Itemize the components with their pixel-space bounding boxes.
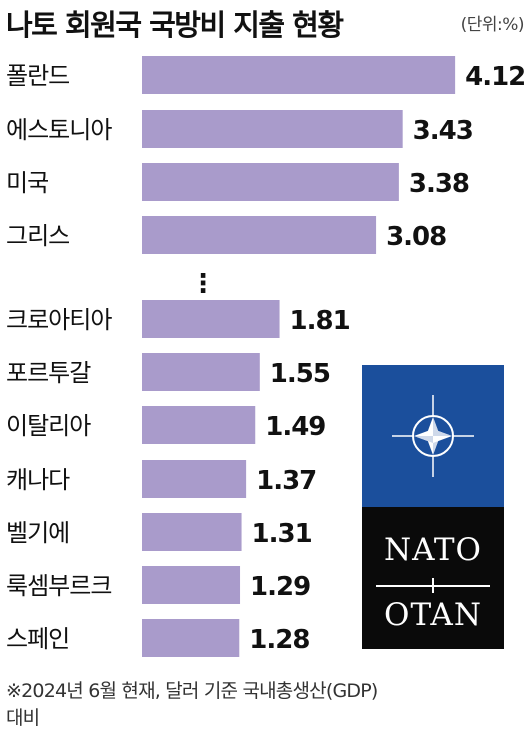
- unit-label: (단위:%): [460, 15, 525, 35]
- value-label: 1.55: [270, 359, 330, 389]
- footnote-line-1: ※2024년 6월 현재, 달러 기준 국내총생산(GDP): [6, 680, 378, 702]
- bar: [142, 163, 399, 201]
- value-label: 3.08: [386, 222, 446, 252]
- category-label: 폴란드: [6, 62, 69, 90]
- value-label: 1.49: [265, 412, 325, 442]
- category-label: 스페인: [6, 625, 69, 653]
- bar: [142, 619, 240, 657]
- value-label: 3.38: [409, 169, 469, 199]
- value-label: 1.31: [252, 519, 312, 549]
- footnote-line-2: 대비: [6, 707, 40, 729]
- bar: [142, 110, 403, 148]
- category-label: 미국: [6, 169, 48, 197]
- nato-logo: NATO OTAN: [362, 365, 504, 649]
- value-label: 3.43: [413, 116, 473, 146]
- category-label: 캐나다: [6, 466, 70, 494]
- bar: [142, 353, 260, 391]
- logo-divider-tick: [432, 578, 434, 593]
- category-label: 포르투갈: [6, 359, 91, 387]
- logo-text-nato: NATO: [384, 532, 482, 568]
- category-label: 그리스: [6, 222, 69, 250]
- bar: [142, 56, 456, 94]
- value-label: 1.81: [290, 306, 350, 336]
- bar: [142, 513, 242, 551]
- footnote: ※2024년 6월 현재, 달러 기준 국내총생산(GDP) 대비: [6, 678, 378, 732]
- compass-star-icon: [392, 395, 474, 477]
- bar: [142, 300, 280, 338]
- value-label: 4.12: [465, 62, 525, 92]
- nato-compass-panel: [362, 365, 504, 507]
- category-label: 벨기에: [6, 519, 69, 547]
- category-label: 에스토니아: [6, 116, 112, 144]
- bar: [142, 460, 247, 498]
- gap-marker: ⋮: [190, 269, 216, 299]
- logo-text-otan: OTAN: [384, 597, 482, 633]
- category-label: 이탈리아: [6, 412, 91, 440]
- category-label: 크로아티아: [6, 306, 112, 334]
- value-label: 1.29: [250, 572, 310, 602]
- bar: [142, 566, 241, 604]
- bar: [142, 216, 377, 254]
- chart-title: 나토 회원국 국방비 지출 현황: [6, 8, 344, 42]
- value-label: 1.28: [249, 625, 309, 655]
- value-label: 1.37: [256, 466, 316, 496]
- category-label: 룩셈부르크: [6, 572, 111, 600]
- bar: [142, 406, 256, 444]
